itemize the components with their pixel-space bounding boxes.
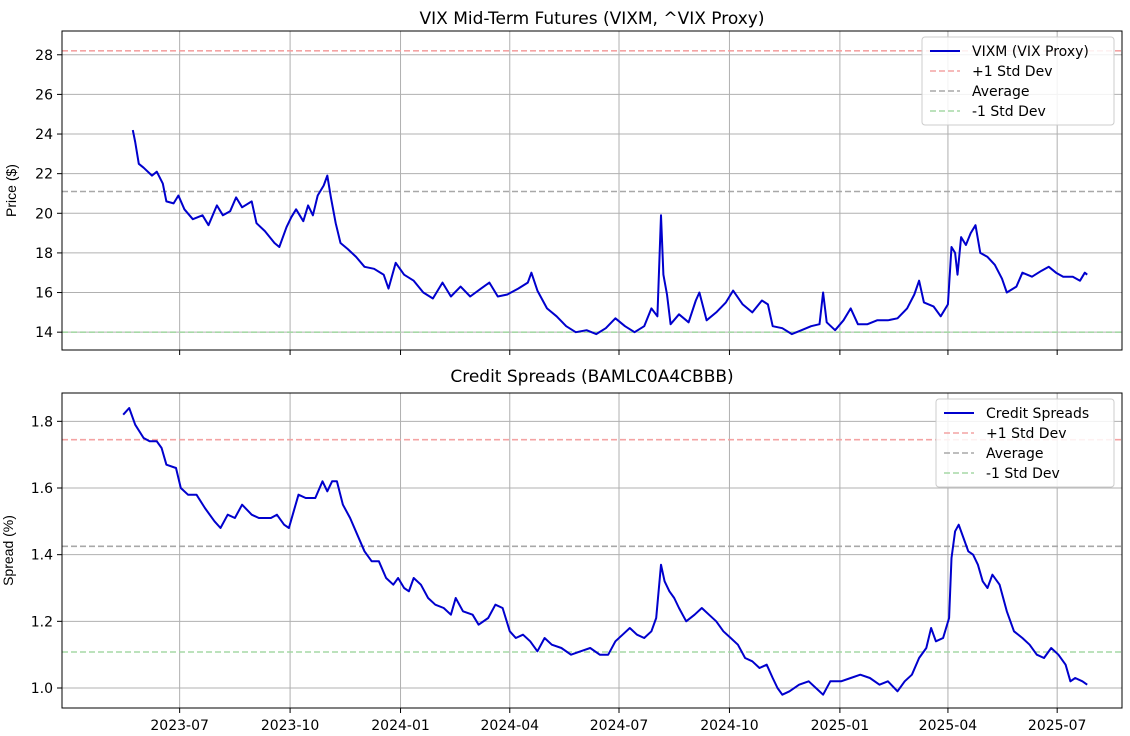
chart-panel-1: 14 16 18 20 22 24 26 28 VIX Mid-Term Futures (VI… (3, 9, 1123, 355)
chart-title: VIX Mid-Term Futures (VIXM, ^VIX Proxy) (420, 9, 765, 29)
legend-label: Average (972, 84, 1030, 100)
y-axis-label: Spread (%) (0, 515, 16, 586)
y-tick-label: 16 (35, 286, 53, 302)
legend-label: VIXM (VIX Proxy) (972, 44, 1089, 60)
y-tick-label: 22 (35, 167, 53, 183)
plot-frame (61, 392, 1123, 709)
y-tick-label: 1.0 (31, 681, 53, 697)
y-tick-label: 14 (35, 325, 53, 341)
x-tick-label: 2024-01 (371, 718, 430, 734)
legend-label: +1 Std Dev (972, 64, 1052, 80)
legend-box (935, 398, 1115, 488)
legend-label: Average (986, 446, 1044, 462)
y-tick-label: 1.2 (31, 614, 53, 630)
legend: Credit Spreads +1 Std Dev Average -1 Std De… (935, 398, 1115, 488)
y-tick-label: 1.4 (31, 548, 53, 564)
x-tick-label: 2025-01 (811, 718, 870, 734)
plot-frame (61, 30, 1123, 351)
legend-box (921, 36, 1115, 126)
y-tick-label: 1.8 (31, 414, 53, 430)
x-tick-label: 2024-04 (481, 718, 540, 734)
x-tick-label: 2025-04 (919, 718, 978, 734)
x-tick-label: 2025-07 (1028, 718, 1087, 734)
y-tick-label: 28 (35, 48, 53, 64)
x-tick-label: 2024-07 (590, 718, 649, 734)
y-axis-label: Price ($) (3, 164, 19, 217)
chart-title: Credit Spreads (BAMLC0A4CBBB) (450, 367, 733, 387)
y-tick-label: 24 (35, 127, 53, 143)
x-tick-label: 2023-07 (150, 718, 209, 734)
chart-panel-2: 1.0 1.2 1.4 1.6 1.8 2023-07 2023-10 2024-01 2024… (0, 367, 1123, 734)
legend-label: -1 Std Dev (986, 466, 1060, 482)
x-tick-label: 2023-10 (261, 718, 320, 734)
series-line (122, 407, 1088, 696)
y-tick-label: 1.6 (31, 481, 53, 497)
series-line (131, 129, 1088, 336)
x-tick-label: 2024-10 (700, 718, 759, 734)
legend: VIXM (VIX Proxy) +1 Std Dev Average -1 Std … (921, 36, 1115, 126)
y-tick-label: 20 (35, 206, 53, 222)
y-tick-label: 18 (35, 246, 53, 262)
legend-label: Credit Spreads (986, 406, 1089, 422)
y-tick-label: 26 (35, 87, 53, 103)
legend-label: -1 Std Dev (972, 104, 1046, 120)
legend-label: +1 Std Dev (986, 426, 1066, 442)
